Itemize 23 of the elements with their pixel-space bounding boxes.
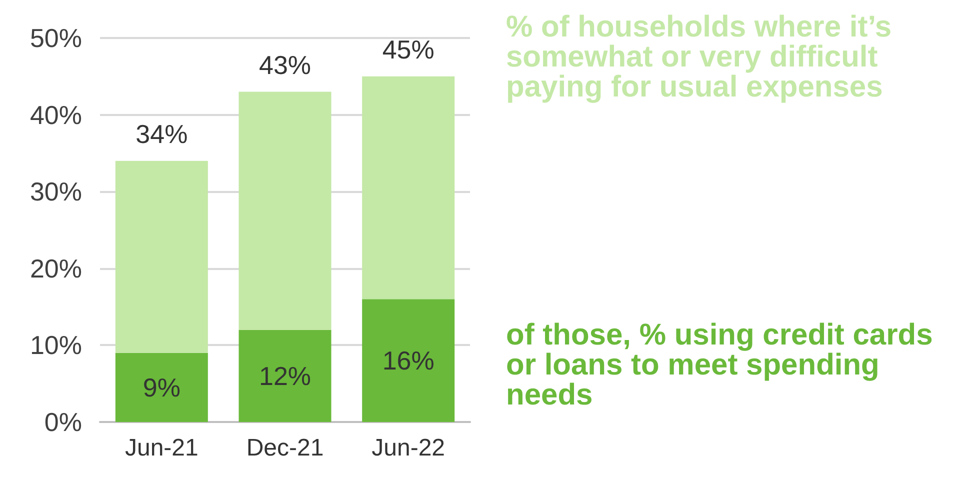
total-label: 45% (382, 34, 434, 64)
x-tick-label: Jun-21 (124, 434, 198, 462)
y-tick-label: 10% (30, 330, 82, 360)
x-tick-label: Dec-21 (246, 434, 324, 462)
bar (238, 330, 332, 422)
bar (238, 92, 332, 330)
data-label: 16% (382, 346, 434, 376)
series-label: % of households where it’s somewhat or very difficult paying for usual expenses (506, 10, 900, 104)
y-tick-label: 20% (30, 253, 82, 284)
total-label: 43% (258, 50, 312, 80)
bar (362, 76, 455, 300)
series-label: of those, % using credit cards or loans to meet spending needs (506, 318, 942, 412)
data-label: 9% (142, 372, 180, 402)
x-tick-label: Jun-22 (372, 434, 446, 462)
data-label: 12% (258, 360, 312, 391)
bar (115, 160, 208, 353)
y-tick-label: 50% (30, 23, 82, 53)
y-tick-label: 40% (30, 100, 82, 130)
y-tick-label: 30% (30, 176, 82, 207)
bar (115, 352, 208, 422)
total-label: 34% (136, 118, 188, 149)
y-tick-label: 0% (44, 407, 82, 437)
bar (362, 299, 455, 422)
